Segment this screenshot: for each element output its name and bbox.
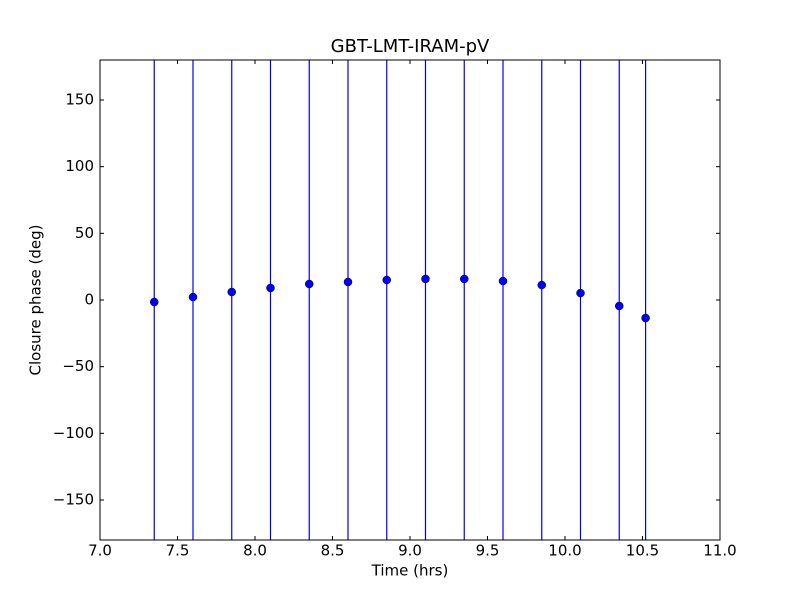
x-tick-label: 11.0 xyxy=(703,542,736,560)
data-point xyxy=(343,277,353,287)
x-tick-label: 10.5 xyxy=(626,542,659,560)
y-tick-label: 150 xyxy=(65,91,94,109)
plot-area xyxy=(150,60,650,540)
data-point xyxy=(537,280,546,290)
x-tick-label: 8.0 xyxy=(243,542,267,560)
data-point xyxy=(266,283,275,293)
x-axis-label: Time (hrs) xyxy=(371,562,449,580)
x-tick-label: 9.0 xyxy=(398,542,422,560)
x-tick-label: 7.0 xyxy=(88,542,112,560)
data-point xyxy=(576,288,585,298)
data-point xyxy=(305,279,314,289)
data-point xyxy=(641,313,650,323)
data-point xyxy=(150,297,159,307)
x-tick-label: 8.5 xyxy=(321,542,345,560)
data-point xyxy=(615,301,624,311)
y-tick-label: −100 xyxy=(53,424,94,442)
x-tick-label: 10.0 xyxy=(548,542,581,560)
x-tick-label: 9.5 xyxy=(476,542,500,560)
data-point xyxy=(421,274,430,284)
y-axis-label: Closure phase (deg) xyxy=(27,225,45,376)
data-point xyxy=(460,274,469,284)
data-point xyxy=(498,276,508,286)
y-tick-label: 100 xyxy=(65,157,94,175)
y-tick-label: 0 xyxy=(84,291,94,309)
y-tick-label: 50 xyxy=(75,224,94,242)
data-point xyxy=(382,275,391,285)
data-point xyxy=(227,287,236,297)
x-tick-label: 7.5 xyxy=(166,542,190,560)
chart-title: GBT-LMT-IRAM-pV xyxy=(331,36,490,57)
y-tick-label: −150 xyxy=(53,491,94,509)
data-point xyxy=(188,292,198,302)
y-tick-label: −50 xyxy=(62,357,94,375)
